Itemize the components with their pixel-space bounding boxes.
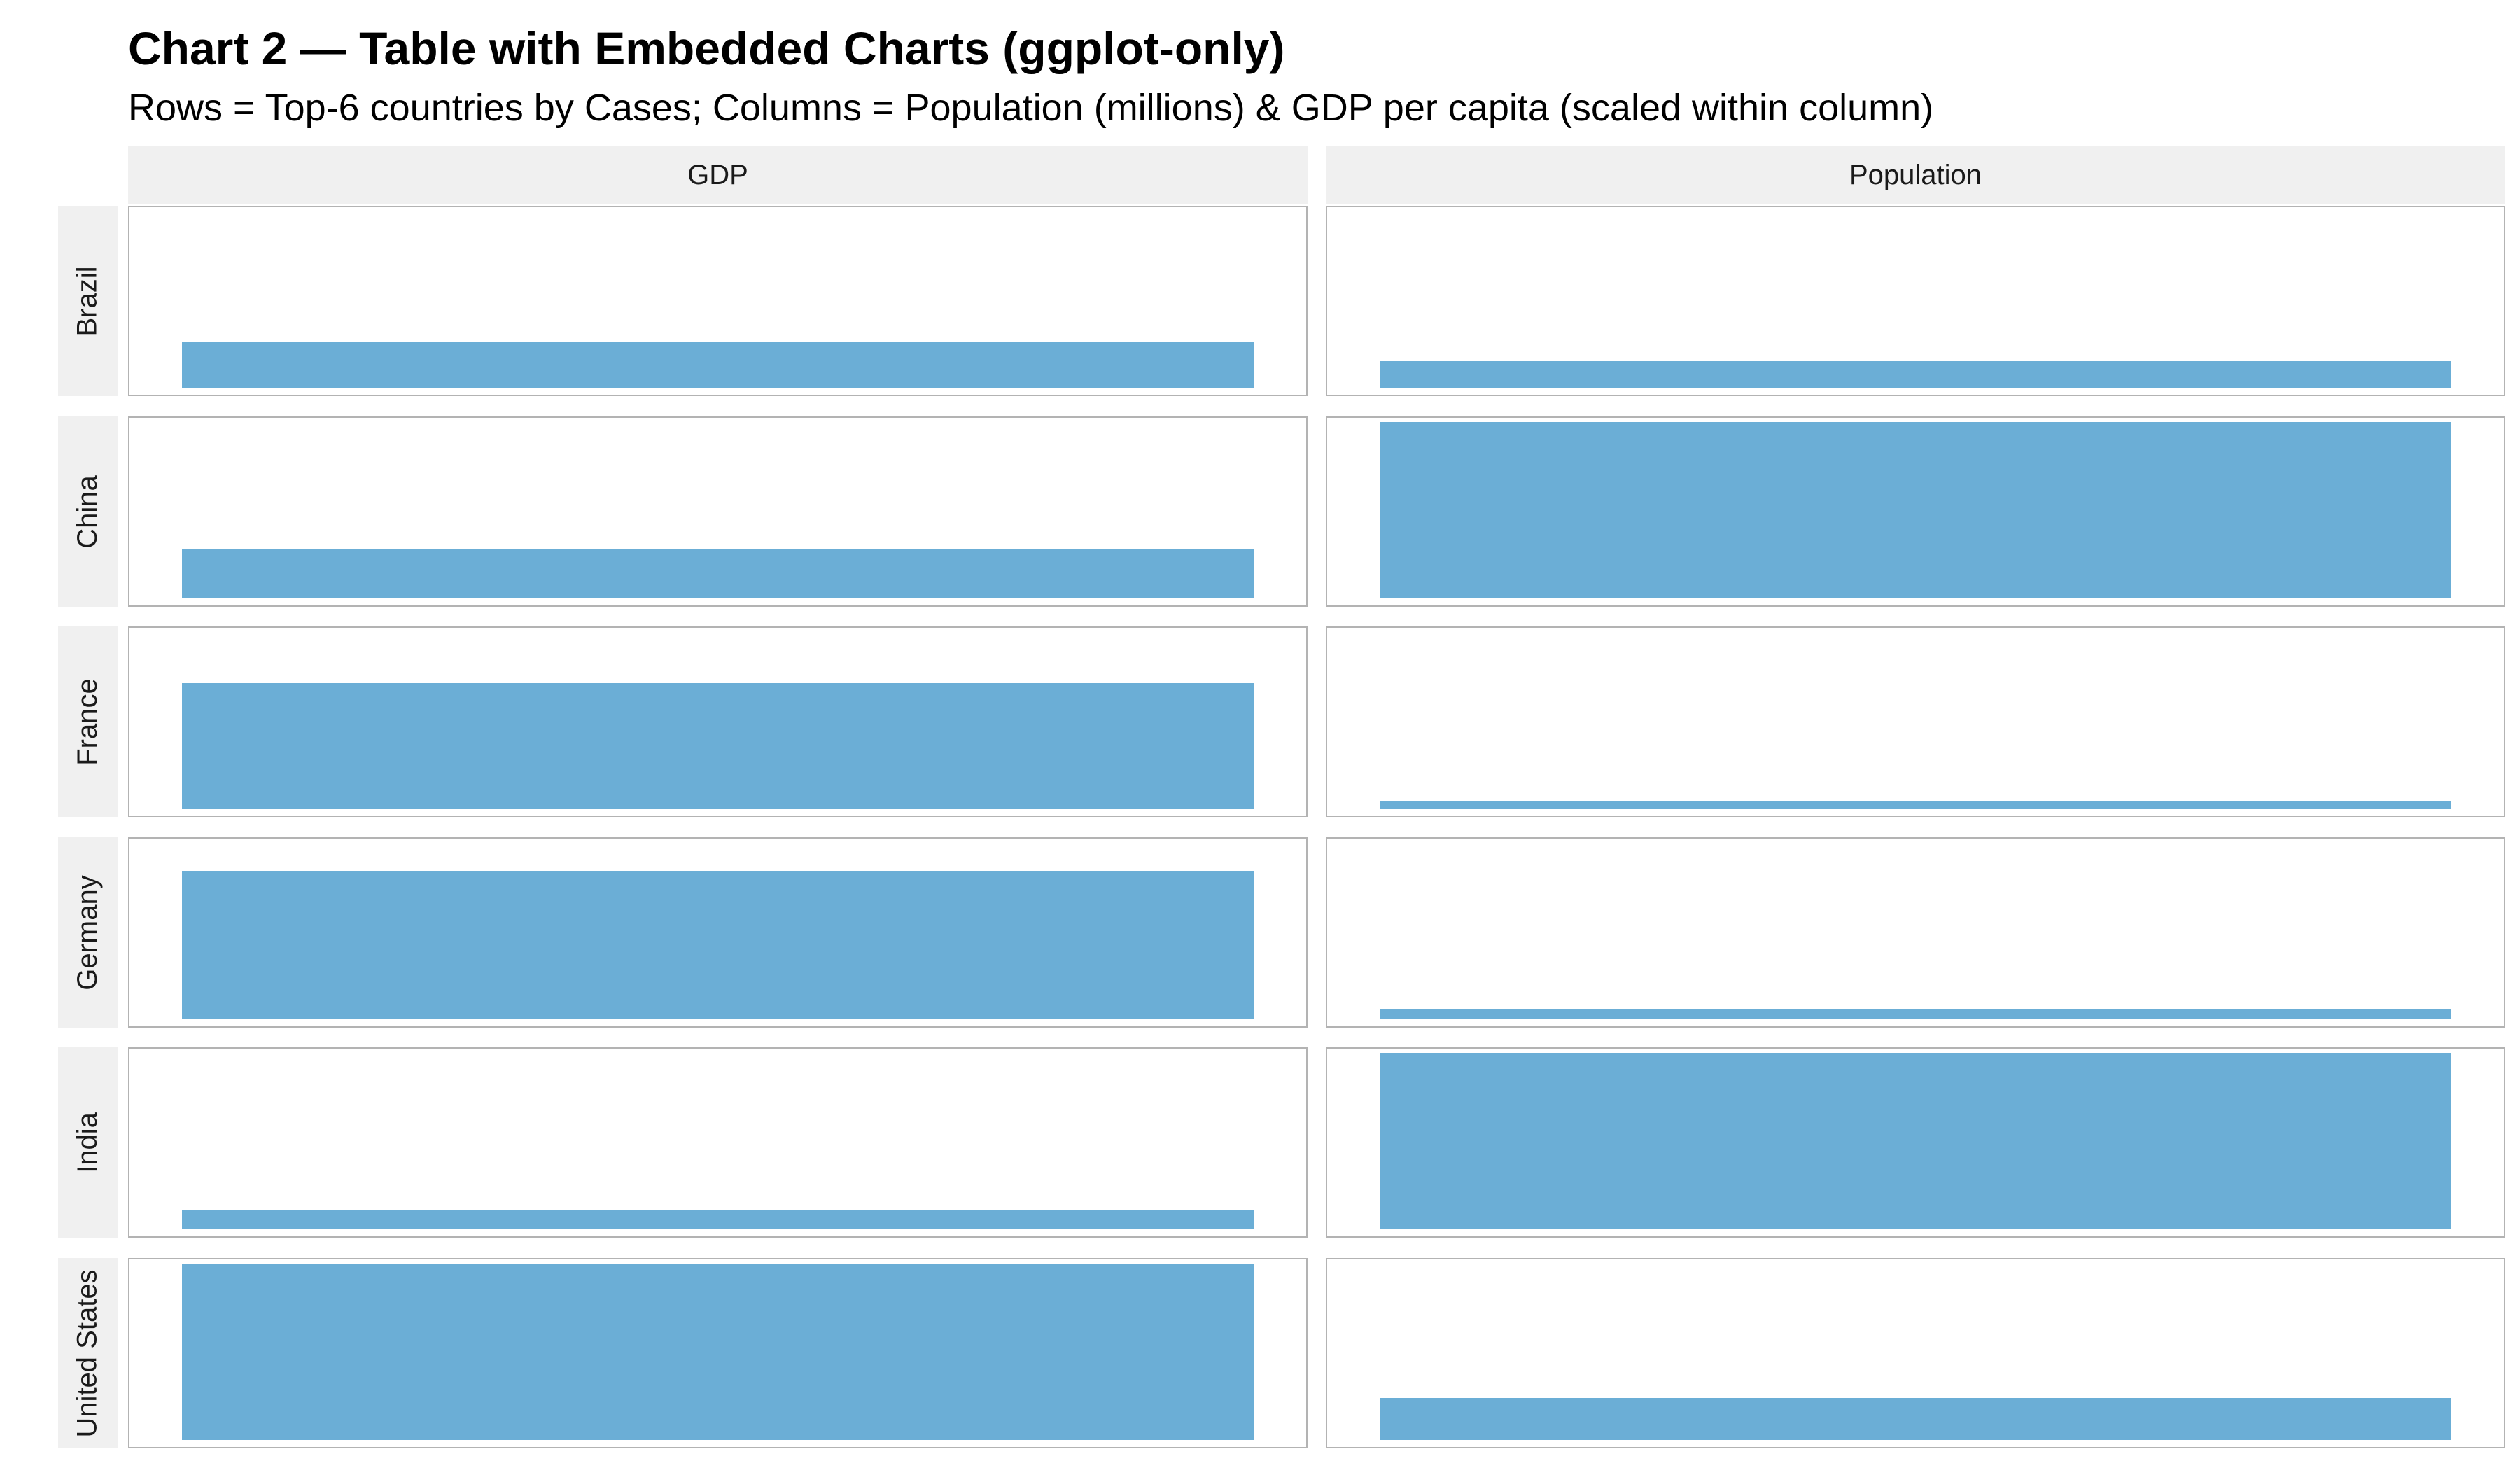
bar-united-states-population (1380, 1397, 2451, 1440)
chart-title: Chart 2 — Table with Embedded Charts (gg… (128, 22, 1285, 74)
chart-subtitle: Rows = Top-6 countries by Cases; Columns… (128, 87, 1934, 129)
bar-france-population (1380, 800, 2451, 808)
panel-united-states-population (1326, 1258, 2505, 1448)
bar-france-gdp (182, 683, 1254, 808)
panel-brazil-gdp (128, 206, 1308, 396)
row-strip-brazil: Brazil (58, 206, 118, 396)
bar-brazil-population (1380, 361, 2451, 388)
row-strip-china: China (58, 416, 118, 607)
panel-india-gdp (128, 1047, 1308, 1238)
bar-germany-population (1380, 1009, 2451, 1019)
panel-china-gdp (128, 416, 1308, 607)
row-label: Germany (72, 874, 103, 990)
row-label: Brazil (72, 265, 103, 337)
panel-france-gdp (128, 626, 1308, 817)
bar-brazil-gdp (182, 342, 1254, 388)
column-strip-gdp: GDP (128, 146, 1308, 204)
panel-china-population (1326, 416, 2505, 607)
panel-india-population (1326, 1047, 2505, 1238)
row-label: France (72, 678, 103, 766)
panel-france-population (1326, 626, 2505, 817)
bar-germany-gdp (182, 871, 1254, 1019)
row-label: India (72, 1112, 103, 1173)
bar-india-gdp (182, 1210, 1254, 1229)
bar-india-population (1380, 1053, 2451, 1229)
panel-germany-population (1326, 837, 2505, 1028)
bar-china-gdp (182, 549, 1254, 598)
row-label: China (72, 475, 104, 549)
panel-germany-gdp (128, 837, 1308, 1028)
panel-brazil-population (1326, 206, 2505, 396)
row-strip-united-states: United States (58, 1258, 118, 1448)
row-strip-india: India (58, 1047, 118, 1238)
row-label: United States (72, 1268, 104, 1438)
panel-united-states-gdp (128, 1258, 1308, 1448)
bar-china-population (1380, 422, 2451, 598)
column-strip-population: Population (1326, 146, 2505, 204)
row-strip-germany: Germany (58, 837, 118, 1028)
row-strip-france: France (58, 626, 118, 817)
bar-united-states-gdp (182, 1264, 1254, 1440)
